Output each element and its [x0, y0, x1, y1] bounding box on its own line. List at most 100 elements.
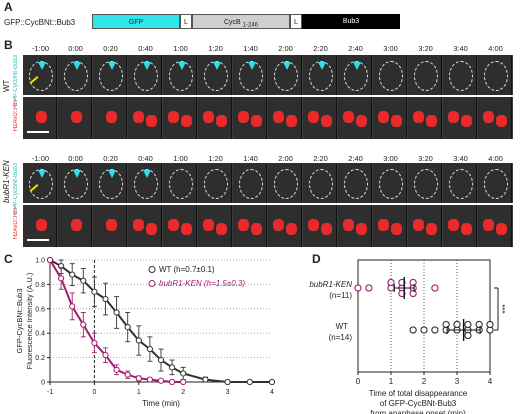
data-point	[169, 378, 176, 386]
data-point	[420, 326, 428, 334]
chromosome-blob	[461, 223, 472, 235]
x-axis-label: Time (min)	[142, 399, 180, 408]
micrograph-frame	[478, 205, 512, 247]
chromosome-blob	[273, 219, 284, 231]
x-tick-label: 3	[226, 389, 230, 396]
data-point	[69, 271, 76, 278]
micrograph-frame	[443, 163, 477, 203]
y-axis-label-2: Fluorescence Intensity (A.U.)	[25, 272, 34, 369]
data-point	[102, 352, 109, 359]
chromosome-blob	[391, 223, 402, 235]
time-label: 0:40	[138, 44, 153, 53]
linker-segment-1: L	[180, 14, 192, 29]
data-point	[69, 303, 76, 310]
chromosome-blob	[203, 111, 214, 123]
time-label: 4:00	[488, 154, 503, 163]
arrowhead-icon	[282, 62, 291, 70]
channel-label-h2av-a: H2AvD::RFP	[13, 97, 19, 132]
time-label: 3:40	[453, 44, 468, 53]
panel-c-letter: C	[4, 252, 13, 266]
data-point	[442, 320, 450, 329]
cell-outline	[29, 61, 53, 91]
micrograph-frame	[338, 163, 372, 203]
cell-outline	[274, 61, 298, 91]
micrograph-frame	[303, 97, 337, 139]
chromosome-blob	[251, 115, 262, 127]
arrowhead-icon	[317, 62, 326, 70]
chromosome-blob	[181, 115, 192, 127]
micrograph-frame	[268, 55, 302, 95]
x-tick-label: 3	[455, 377, 460, 386]
y-axis-label-1: GFP-CycBNt::Bub3	[15, 288, 24, 353]
micrograph-frame	[198, 163, 232, 203]
micrograph-frame	[128, 55, 162, 95]
chromosome-blob	[426, 115, 437, 127]
chromosome-blob	[391, 115, 402, 127]
x-tick-label: 2	[422, 377, 427, 386]
micrograph-frame	[163, 55, 197, 95]
cell-outline	[449, 61, 473, 91]
linker-segment-2: L	[290, 14, 302, 29]
arrowhead-icon	[212, 62, 221, 70]
data-point	[157, 377, 165, 384]
micrograph-frame	[478, 55, 512, 95]
time-label: 2:20	[313, 44, 328, 53]
genotype-label-mut: bubR1-KEN	[2, 160, 11, 203]
micrograph-frame	[373, 55, 407, 95]
time-label: 3:00	[383, 44, 398, 53]
micrograph-frame	[233, 205, 267, 247]
cell-outline	[204, 169, 228, 199]
x-axis-label-3: from anaphase onset (min)	[370, 409, 466, 414]
time-label: 1:40	[243, 154, 258, 163]
micrograph-frame	[443, 55, 477, 95]
chromosome-blob	[238, 219, 249, 231]
chromosome-blob	[461, 115, 472, 127]
y-tick-label: 1.0	[35, 258, 45, 265]
micrograph-frame	[58, 205, 92, 247]
data-point	[409, 289, 417, 298]
chart-d-disappearance: 0 1 2 3 4 bubR1-KEN (n=11) WT (n=14) *** Time of t…	[309, 259, 510, 414]
chromosome-blob	[35, 111, 47, 123]
scale-bar-top	[27, 131, 49, 133]
chromosome-blob	[413, 219, 424, 231]
micrograph-frame	[128, 163, 162, 203]
arrowhead-icon	[37, 62, 46, 70]
data-point	[135, 375, 142, 382]
x-tick-label: 1	[137, 389, 141, 396]
data-point	[113, 366, 120, 373]
cell-outline	[64, 169, 88, 199]
channel-label-h2av-b: H2AvD::RFP	[13, 205, 19, 240]
bub3-segment: Bub3	[302, 14, 400, 29]
data-point	[58, 275, 65, 282]
micrograph-frame	[233, 55, 267, 95]
micrograph-frame	[233, 97, 267, 139]
micrograph-frame	[268, 163, 302, 203]
data-point	[169, 364, 176, 371]
time-label: 2:00	[278, 154, 293, 163]
data-point	[398, 289, 406, 298]
chromosome-blob	[413, 111, 424, 123]
x-tick-label: 0	[92, 389, 96, 396]
time-label: 0:40	[138, 154, 153, 163]
data-point	[409, 326, 417, 334]
arrowhead-icon	[142, 62, 151, 70]
micrograph-frame	[408, 163, 442, 203]
time-label: 1:40	[243, 44, 258, 53]
chromosome-blob	[203, 219, 214, 231]
chromosome-blob	[321, 115, 332, 127]
micrograph-frame	[93, 163, 127, 203]
time-label: -1:00	[31, 44, 50, 53]
chromosome-blob	[356, 223, 367, 235]
data-point	[354, 284, 362, 292]
row-n-mut: (n=11)	[329, 291, 352, 300]
chromosome-blob	[168, 219, 179, 231]
data-point	[157, 356, 165, 364]
chromosome-blob	[343, 111, 354, 123]
micrograph-frame	[373, 97, 407, 139]
chromosome-blob	[448, 219, 459, 231]
cell-outline	[379, 61, 403, 91]
time-label: 1:20	[208, 154, 223, 163]
micrograph-frame	[268, 205, 302, 247]
scale-bar-bottom	[27, 239, 49, 241]
